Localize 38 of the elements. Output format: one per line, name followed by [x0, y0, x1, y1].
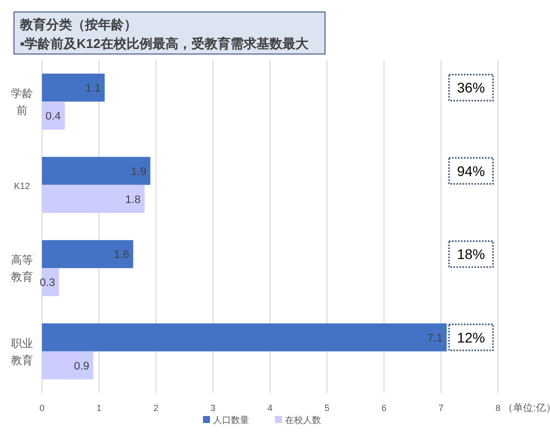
x-tick-label: 5: [324, 403, 330, 413]
x-tick-label: 6: [381, 403, 387, 413]
y-tick-label: K12: [14, 180, 30, 191]
data-label: 1.6: [114, 249, 130, 262]
y-tick-label: 学龄前: [11, 88, 33, 118]
annotation: 12%: [456, 329, 486, 346]
bar: [42, 74, 105, 102]
chart-title: 教育分类（按年龄）: [19, 17, 137, 32]
bar: [42, 184, 145, 213]
x-tick-label: 4: [267, 403, 273, 413]
x-tick-label: 8: [495, 403, 501, 413]
y-tick-label: 职业教育: [11, 336, 33, 367]
bar: [42, 268, 60, 296]
data-label: 7.1: [427, 332, 443, 344]
x-tick-label: 7: [438, 403, 444, 413]
annotation: 36%: [456, 80, 486, 96]
data-label: 1.8: [125, 194, 141, 206]
chart-subtitle: ▪学龄前及K12在校比例最高，受教育需求基数最大: [20, 36, 310, 51]
annotation: 94%: [456, 162, 486, 179]
x-axis-title: （单位:亿）: [503, 402, 550, 414]
x-tick-label: 2: [153, 403, 159, 413]
x-tick-label: 0: [39, 403, 45, 413]
x-tick-label: 1: [96, 403, 102, 413]
data-label: 0.9: [74, 360, 90, 372]
data-label: 1.9: [131, 166, 146, 178]
x-tick-label: 3: [210, 403, 216, 413]
bar: [42, 351, 94, 380]
data-label: 1.1: [85, 82, 101, 95]
legend-label: 在校人数: [285, 415, 321, 425]
bar: [42, 156, 150, 185]
data-label: 0.4: [46, 110, 61, 123]
bar: [42, 102, 65, 130]
bar: [42, 323, 447, 352]
bar: [42, 240, 134, 268]
data-label: 0.3: [40, 277, 56, 290]
legend-label: 人口数量: [213, 415, 249, 425]
y-tick-label: 高等教育: [11, 254, 33, 284]
annotation: 18%: [456, 246, 486, 262]
